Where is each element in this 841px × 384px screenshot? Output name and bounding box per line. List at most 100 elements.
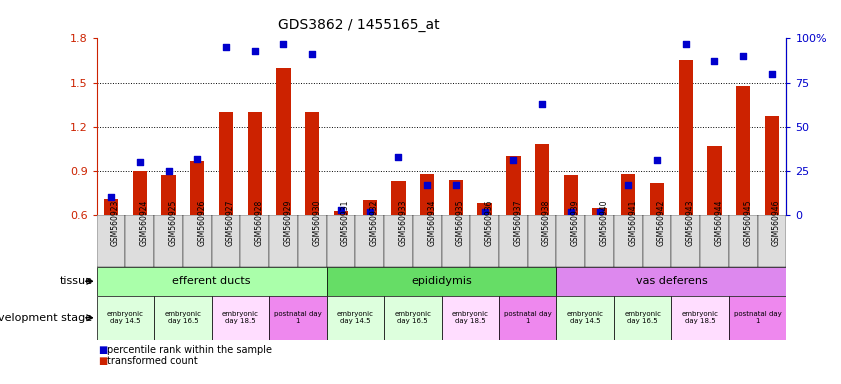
Bar (585, 215, 614, 267)
Text: GSM560925: GSM560925 (168, 200, 177, 246)
Bar (326, 215, 356, 267)
Point (478, 209, 491, 215)
Bar (499, 296, 557, 340)
Text: percentile rank within the sample: percentile rank within the sample (107, 345, 272, 355)
Bar (478, 203, 492, 215)
Bar (420, 174, 434, 215)
Text: ■: ■ (98, 345, 108, 355)
Title: GDS3862 / 1455165_at: GDS3862 / 1455165_at (278, 18, 440, 33)
Text: vas deferens: vas deferens (636, 276, 707, 286)
Bar (506, 156, 521, 215)
Bar (413, 215, 442, 267)
Bar (679, 61, 693, 215)
Text: GSM560940: GSM560940 (600, 200, 609, 246)
Bar (269, 296, 326, 340)
Text: development stage: development stage (0, 313, 93, 323)
Bar (269, 215, 298, 267)
Point (305, 51, 319, 57)
Bar (161, 175, 176, 215)
Point (593, 209, 606, 215)
Text: embryonic
day 16.5: embryonic day 16.5 (394, 311, 431, 324)
Bar (729, 215, 758, 267)
Bar (442, 215, 470, 267)
Bar (97, 215, 125, 267)
Text: GSM560932: GSM560932 (370, 200, 378, 246)
Bar (671, 215, 700, 267)
Text: embryonic
day 18.5: embryonic day 18.5 (682, 311, 718, 324)
Bar (535, 144, 549, 215)
Point (248, 48, 262, 54)
Bar (671, 296, 729, 340)
Point (363, 209, 377, 215)
Bar (563, 175, 578, 215)
Bar (442, 296, 499, 340)
Text: GSM560928: GSM560928 (255, 200, 264, 246)
Point (650, 157, 664, 163)
Bar (133, 171, 147, 215)
Bar (764, 116, 779, 215)
Point (220, 44, 233, 50)
Bar (621, 174, 636, 215)
Text: postnatal day
1: postnatal day 1 (504, 311, 552, 324)
Bar (334, 210, 348, 215)
Text: embryonic
day 14.5: embryonic day 14.5 (337, 311, 373, 324)
Text: tissue: tissue (60, 276, 93, 286)
Text: GSM560944: GSM560944 (715, 200, 723, 246)
Bar (241, 215, 269, 267)
Text: GSM560943: GSM560943 (685, 200, 695, 246)
Bar (305, 112, 320, 215)
Bar (97, 296, 154, 340)
Bar (470, 215, 499, 267)
Bar (97, 267, 326, 296)
Text: postnatal day
1: postnatal day 1 (274, 311, 322, 324)
Bar (298, 215, 326, 267)
Text: GSM560946: GSM560946 (772, 200, 781, 246)
Bar (212, 296, 269, 340)
Point (564, 209, 578, 215)
Text: GSM560926: GSM560926 (198, 200, 206, 246)
Text: GSM560937: GSM560937 (513, 200, 522, 246)
Bar (614, 296, 671, 340)
Text: GSM560927: GSM560927 (226, 200, 235, 246)
Text: embryonic
day 16.5: embryonic day 16.5 (624, 311, 661, 324)
Bar (219, 112, 233, 215)
Text: GSM560931: GSM560931 (341, 200, 350, 246)
Text: GSM560930: GSM560930 (312, 200, 321, 246)
Bar (326, 267, 557, 296)
Bar (384, 215, 413, 267)
Text: GSM560939: GSM560939 (571, 200, 579, 246)
Bar (104, 199, 119, 215)
Point (679, 41, 692, 47)
Text: embryonic
day 14.5: embryonic day 14.5 (107, 311, 144, 324)
Bar (355, 215, 384, 267)
Bar (154, 296, 212, 340)
Bar (707, 146, 722, 215)
Bar (190, 161, 204, 215)
Point (765, 71, 779, 77)
Point (506, 157, 520, 163)
Text: embryonic
day 14.5: embryonic day 14.5 (567, 311, 604, 324)
Text: transformed count: transformed count (107, 356, 198, 366)
Point (133, 159, 146, 165)
Bar (384, 296, 442, 340)
Text: embryonic
day 18.5: embryonic day 18.5 (222, 311, 259, 324)
Bar (614, 215, 643, 267)
Bar (183, 215, 212, 267)
Point (737, 53, 750, 59)
Text: ■: ■ (98, 356, 108, 366)
Text: epididymis: epididymis (411, 276, 472, 286)
Bar (528, 215, 557, 267)
Bar (362, 200, 377, 215)
Point (449, 182, 463, 188)
Bar (592, 208, 606, 215)
Text: GSM560935: GSM560935 (456, 200, 465, 246)
Point (536, 101, 549, 107)
Text: embryonic
day 16.5: embryonic day 16.5 (165, 311, 201, 324)
Text: GSM560945: GSM560945 (743, 200, 752, 246)
Bar (729, 296, 786, 340)
Point (104, 194, 118, 200)
Bar (212, 215, 241, 267)
Text: GSM560923: GSM560923 (111, 200, 120, 246)
Point (621, 182, 635, 188)
Point (334, 207, 347, 213)
